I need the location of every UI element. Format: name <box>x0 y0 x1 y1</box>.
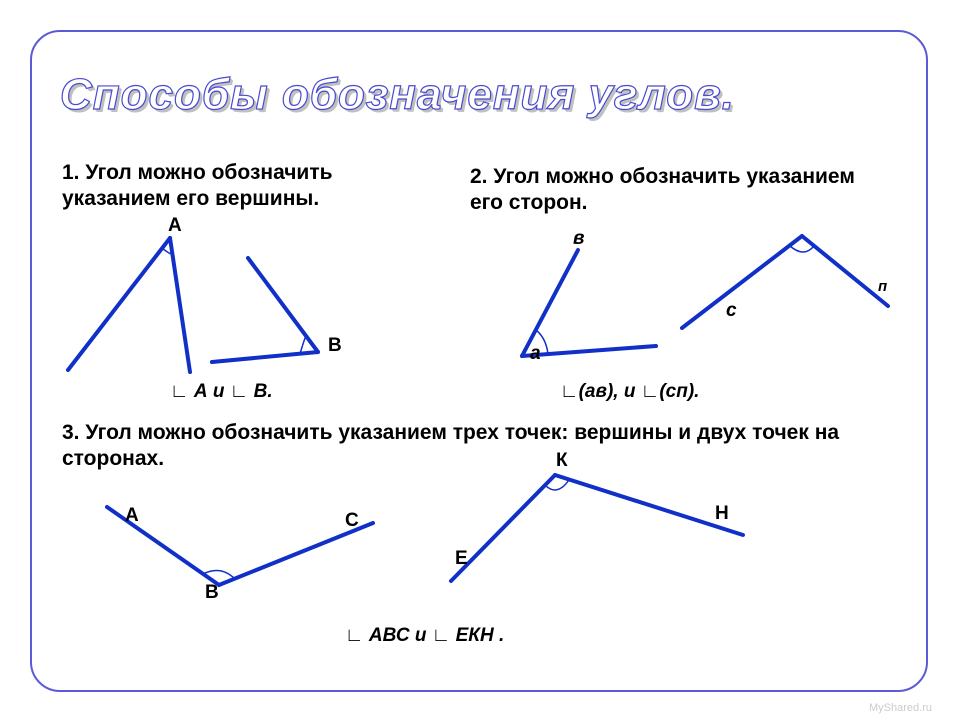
label-H: Н <box>715 503 729 525</box>
page-title: Способы обозначения углов. <box>60 70 735 120</box>
section2-heading: 2. Угол можно обозначить указанием его с… <box>470 164 870 217</box>
label-p: п <box>878 278 887 295</box>
label-a: а <box>530 343 541 365</box>
label-v: в <box>573 228 584 250</box>
label-B: В <box>328 335 342 357</box>
label-c: с <box>726 300 737 322</box>
section1-caption: ∟ А и ∟ В. <box>170 381 273 403</box>
label-E: Е <box>455 548 468 570</box>
watermark: MyShared.ru <box>869 702 932 714</box>
label-A: А <box>168 215 182 237</box>
label-C: С <box>345 510 359 532</box>
section1-heading: 1. Угол можно обозначить указанием его в… <box>62 160 442 213</box>
label-K: К <box>556 450 568 472</box>
section3-diagram <box>95 465 755 625</box>
label-A2: А <box>125 505 139 527</box>
section2-caption: ∟(ав), и ∟(сп). <box>560 381 699 403</box>
section3-caption: ∟ АВС и ∟ ЕКН . <box>345 625 504 647</box>
label-B2: В <box>205 582 219 604</box>
